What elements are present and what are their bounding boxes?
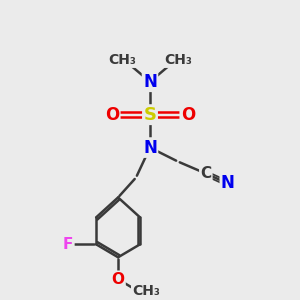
Text: N: N bbox=[143, 73, 157, 91]
Text: N: N bbox=[221, 175, 235, 193]
Text: C: C bbox=[200, 166, 211, 181]
Text: N: N bbox=[143, 139, 157, 157]
Text: O: O bbox=[181, 106, 195, 124]
Text: CH₃: CH₃ bbox=[132, 284, 160, 298]
Text: O: O bbox=[105, 106, 119, 124]
Text: O: O bbox=[112, 272, 124, 287]
Text: F: F bbox=[63, 237, 74, 252]
Text: CH₃: CH₃ bbox=[164, 53, 192, 67]
Text: S: S bbox=[143, 106, 157, 124]
Text: CH₃: CH₃ bbox=[108, 53, 136, 67]
